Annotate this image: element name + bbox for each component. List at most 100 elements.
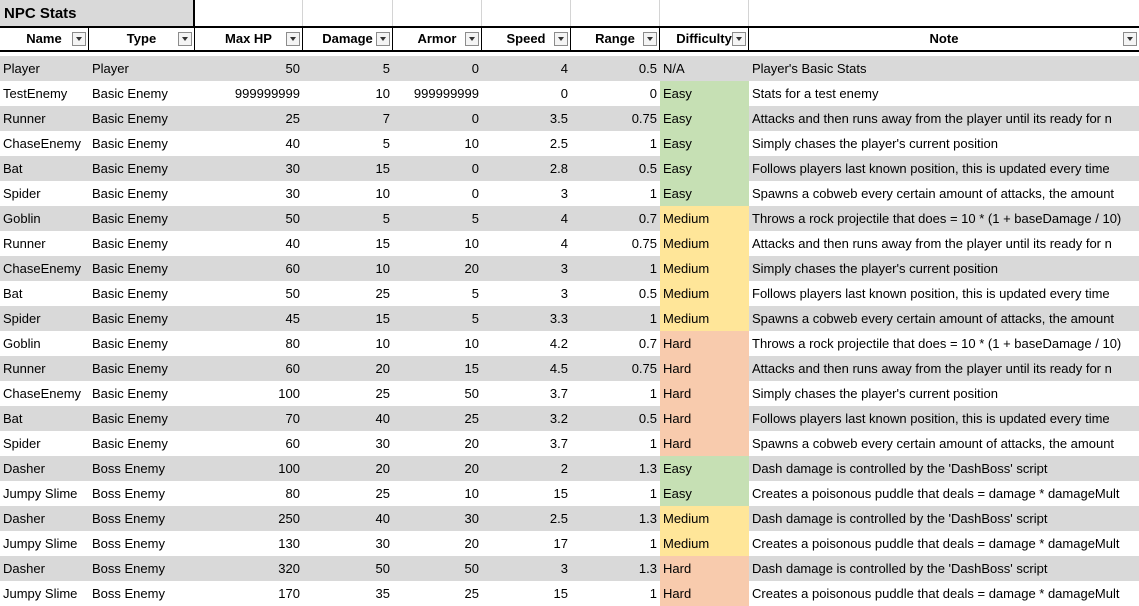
cell-note[interactable]: Attacks and then runs away from the play… (752, 111, 1112, 126)
filter-dropdown-icon[interactable] (643, 32, 657, 46)
cell-name[interactable]: Bat (3, 286, 23, 301)
cell-range[interactable]: 1 (649, 386, 657, 401)
cell-note[interactable]: Player's Basic Stats (752, 61, 867, 76)
cell-note[interactable]: Creates a poisonous puddle that deals = … (752, 586, 1120, 601)
cell-speed[interactable]: 2.8 (549, 161, 568, 176)
cell-damage[interactable]: 20 (375, 461, 390, 476)
cell-type[interactable]: Basic Enemy (92, 111, 168, 126)
cell-armor[interactable]: 50 (464, 386, 479, 401)
cell-armor[interactable]: 30 (464, 511, 479, 526)
cell-max-hp[interactable]: 70 (285, 411, 300, 426)
cell-difficulty[interactable]: Easy (660, 156, 749, 181)
filter-dropdown-icon[interactable] (72, 32, 86, 46)
cell-speed[interactable]: 3.7 (549, 386, 568, 401)
cell-difficulty[interactable]: Medium (660, 506, 749, 531)
cell-name[interactable]: Dasher (3, 461, 45, 476)
cell-range[interactable]: 1.3 (638, 511, 657, 526)
cell-damage[interactable]: 40 (375, 511, 390, 526)
cell-difficulty[interactable]: N/A (663, 61, 685, 76)
filter-dropdown-icon[interactable] (286, 32, 300, 46)
header-max-hp[interactable]: Max HP (195, 28, 303, 50)
cell-range[interactable]: 0.75 (631, 111, 657, 126)
cell-speed[interactable]: 4 (560, 236, 568, 251)
cell-speed[interactable]: 0 (560, 86, 568, 101)
cell-difficulty[interactable]: Easy (660, 481, 749, 506)
cell-type[interactable]: Basic Enemy (92, 136, 168, 151)
cell-name[interactable]: Spider (3, 186, 41, 201)
empty-cell[interactable] (571, 0, 660, 27)
cell-note[interactable]: Spawns a cobweb every certain amount of … (752, 311, 1115, 326)
cell-name[interactable]: Goblin (3, 211, 41, 226)
cell-speed[interactable]: 3 (560, 186, 568, 201)
cell-speed[interactable]: 17 (553, 536, 568, 551)
cell-damage[interactable]: 35 (375, 586, 390, 601)
cell-damage[interactable]: 5 (382, 136, 390, 151)
cell-damage[interactable]: 25 (375, 486, 390, 501)
cell-type[interactable]: Basic Enemy (92, 211, 168, 226)
cell-speed[interactable]: 2.5 (549, 511, 568, 526)
cell-type[interactable]: Boss Enemy (92, 461, 165, 476)
cell-max-hp[interactable]: 170 (278, 586, 300, 601)
cell-damage[interactable]: 10 (375, 186, 390, 201)
cell-speed[interactable]: 2 (560, 461, 568, 476)
cell-max-hp[interactable]: 50 (285, 211, 300, 226)
cell-difficulty[interactable]: Hard (660, 381, 749, 406)
cell-type[interactable]: Boss Enemy (92, 511, 165, 526)
cell-type[interactable]: Boss Enemy (92, 486, 165, 501)
cell-armor[interactable]: 20 (464, 536, 479, 551)
cell-type[interactable]: Boss Enemy (92, 561, 165, 576)
cell-difficulty[interactable]: Medium (660, 306, 749, 331)
cell-difficulty[interactable]: Easy (660, 131, 749, 156)
cell-note[interactable]: Attacks and then runs away from the play… (752, 236, 1112, 251)
empty-cell[interactable] (660, 0, 749, 27)
cell-note[interactable]: Spawns a cobweb every certain amount of … (752, 436, 1115, 451)
cell-max-hp[interactable]: 50 (285, 286, 300, 301)
cell-difficulty[interactable]: Medium (660, 531, 749, 556)
header-type[interactable]: Type (89, 28, 195, 50)
cell-range[interactable]: 0.7 (638, 336, 657, 351)
cell-difficulty[interactable]: Easy (660, 106, 749, 131)
cell-max-hp[interactable]: 60 (285, 261, 300, 276)
header-note[interactable]: Note (749, 28, 1139, 50)
cell-difficulty[interactable]: Hard (660, 431, 749, 456)
cell-note[interactable]: Simply chases the player's current posit… (752, 261, 998, 276)
cell-difficulty[interactable]: Hard (660, 581, 749, 606)
cell-armor[interactable]: 10 (464, 136, 479, 151)
cell-speed[interactable]: 3.5 (549, 111, 568, 126)
cell-range[interactable]: 1.3 (638, 461, 657, 476)
cell-name[interactable]: ChaseEnemy (3, 261, 82, 276)
empty-cell[interactable] (749, 0, 1139, 27)
cell-name[interactable]: Bat (3, 161, 23, 176)
cell-max-hp[interactable]: 320 (278, 561, 300, 576)
cell-damage[interactable]: 10 (375, 86, 390, 101)
cell-note[interactable]: Dash damage is controlled by the 'DashBo… (752, 561, 1048, 576)
cell-difficulty[interactable]: Hard (660, 356, 749, 381)
cell-range[interactable]: 0.75 (631, 361, 657, 376)
cell-speed[interactable]: 3.7 (549, 436, 568, 451)
cell-note[interactable]: Creates a poisonous puddle that deals = … (752, 486, 1120, 501)
cell-name[interactable]: Jumpy Slime (3, 536, 78, 551)
cell-armor[interactable]: 0 (471, 186, 479, 201)
cell-note[interactable]: Dash damage is controlled by the 'DashBo… (752, 461, 1048, 476)
cell-damage[interactable]: 30 (375, 536, 390, 551)
cell-range[interactable]: 1 (649, 136, 657, 151)
cell-armor[interactable]: 15 (464, 361, 479, 376)
empty-cell[interactable] (482, 0, 571, 27)
cell-armor[interactable]: 20 (464, 461, 479, 476)
cell-note[interactable]: Stats for a test enemy (752, 86, 879, 101)
cell-damage[interactable]: 15 (375, 311, 390, 326)
cell-note[interactable]: Throws a rock projectile that does = 10 … (752, 211, 1122, 226)
cell-speed[interactable]: 2.5 (549, 136, 568, 151)
cell-range[interactable]: 1 (649, 261, 657, 276)
cell-name[interactable]: Runner (3, 111, 46, 126)
cell-armor[interactable]: 0 (471, 61, 479, 76)
cell-max-hp[interactable]: 100 (278, 386, 300, 401)
cell-armor[interactable]: 5 (471, 286, 479, 301)
header-armor[interactable]: Armor (393, 28, 482, 50)
cell-max-hp[interactable]: 80 (285, 486, 300, 501)
cell-armor[interactable]: 999999999 (413, 86, 479, 101)
filter-dropdown-icon[interactable] (178, 32, 192, 46)
cell-armor[interactable]: 25 (464, 586, 479, 601)
cell-difficulty[interactable]: Easy (660, 181, 749, 206)
cell-type[interactable]: Basic Enemy (92, 336, 168, 351)
